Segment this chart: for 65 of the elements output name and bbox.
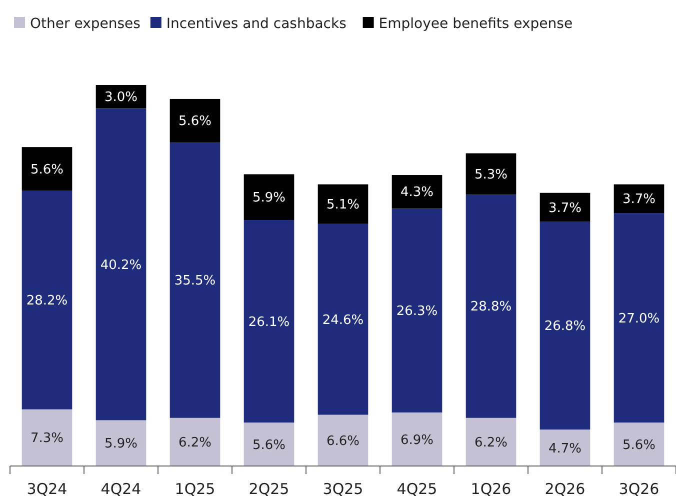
- bar: [22, 190, 72, 410]
- x-tick-label: 4Q24: [100, 480, 142, 498]
- bar: [540, 430, 590, 466]
- bar: [96, 108, 146, 420]
- data-label: 28.2%: [26, 293, 68, 308]
- bar: [614, 422, 664, 466]
- data-label: 35.5%: [174, 274, 216, 289]
- data-label: 6.6%: [326, 434, 360, 449]
- bar: [540, 192, 590, 222]
- data-label: 24.6%: [322, 312, 364, 328]
- legend-label: Other expenses: [30, 16, 140, 32]
- data-label: 3.7%: [622, 192, 656, 208]
- data-label: 5.6%: [622, 438, 656, 453]
- data-label: 4.3%: [400, 185, 434, 200]
- x-tick-label: 3Q26: [618, 480, 660, 498]
- x-tick-label: 1Q26: [470, 480, 512, 498]
- x-tick-label: 3Q24: [26, 480, 68, 498]
- legend-label: Incentives and cashbacks: [166, 16, 346, 32]
- data-label: 5.1%: [326, 198, 360, 213]
- bar: [170, 98, 220, 142]
- data-label: 7.3%: [30, 431, 64, 446]
- bar: [170, 142, 220, 418]
- bar: [614, 213, 664, 423]
- x-tick-label: 2Q25: [248, 480, 290, 498]
- bar: [244, 220, 294, 423]
- data-label: 5.6%: [30, 162, 64, 178]
- x-tick-label: 3Q25: [322, 480, 364, 498]
- x-tick-label: 2Q26: [544, 480, 586, 498]
- bar: [466, 418, 516, 466]
- bar: [466, 153, 516, 194]
- bar: [540, 222, 590, 430]
- data-label: 26.1%: [248, 314, 290, 330]
- bar: [392, 412, 442, 466]
- data-label: 28.8%: [470, 300, 512, 315]
- bar: [244, 422, 294, 466]
- bar: [614, 184, 664, 214]
- bar: [318, 224, 368, 415]
- bar: [170, 418, 220, 466]
- bar: [22, 147, 72, 191]
- data-label: 6.9%: [400, 432, 434, 448]
- bar: [96, 420, 146, 466]
- x-tick-label: 1Q25: [174, 480, 216, 498]
- bar: [244, 174, 294, 220]
- data-label: 3.0%: [104, 90, 138, 106]
- bar: [22, 409, 72, 466]
- data-label: 5.3%: [474, 167, 508, 182]
- data-label: 27.0%: [618, 311, 660, 326]
- data-label: 6.2%: [178, 435, 212, 450]
- data-label: 4.7%: [548, 441, 582, 456]
- data-label: 6.2%: [474, 435, 508, 450]
- bar: [466, 194, 516, 418]
- data-label: 40.2%: [100, 258, 142, 273]
- bar: [318, 414, 368, 466]
- bar: [392, 175, 442, 208]
- data-label: 5.6%: [252, 438, 286, 453]
- data-label: 5.9%: [252, 190, 286, 206]
- legend-label: Employee benefits expense: [378, 16, 573, 32]
- data-label: 5.6%: [178, 114, 212, 130]
- data-label: 5.9%: [104, 436, 138, 452]
- data-label: 26.8%: [544, 319, 586, 334]
- bar: [392, 208, 442, 412]
- data-label: 3.7%: [548, 200, 582, 216]
- data-label: 26.3%: [396, 304, 438, 319]
- x-tick-label: 4Q25: [396, 480, 438, 498]
- bar: [318, 184, 368, 224]
